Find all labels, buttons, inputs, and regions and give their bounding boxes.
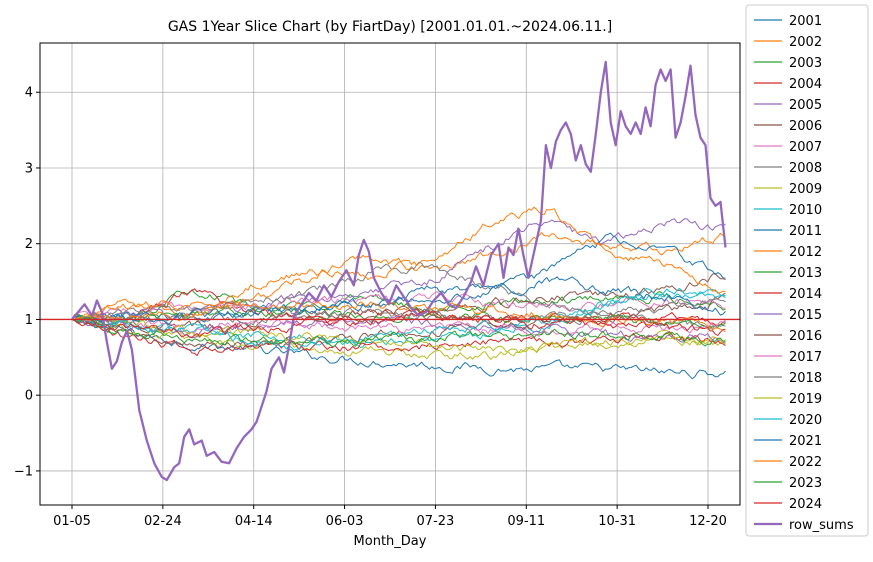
legend-label: 2013 [789,266,822,281]
legend-label: 2007 [789,140,822,155]
legend-label: 2023 [789,476,822,491]
series-line-2016 [71,293,726,348]
series-line-row-sums [71,60,727,482]
legend: 2001 2002 2003 2004 2005 2006 2007 2008 2009 2010… [745,4,869,537]
series-line-2005 [71,218,726,322]
legend-label: 2006 [789,119,822,134]
series-line-2013 [71,306,726,329]
series-line-2011 [71,232,726,325]
x-tick-label: 01-05 [53,514,91,529]
x-axis-ticks: 01-05 02-24 04-14 06-03 07-23 09-11 10-31 12-20 [53,505,727,529]
legend-label: 2004 [789,77,822,92]
legend-label: 2012 [789,245,822,260]
x-tick-label: 06-03 [326,514,364,529]
legend-label: 2002 [789,35,822,50]
y-tick-label: 2 [25,237,33,252]
y-tick-label: 0 [25,389,33,404]
series-line-2002 [71,232,726,320]
series-line-2019 [71,315,726,357]
chart-title: GAS 1Year Slice Chart (by FiartDay) [200… [168,19,612,35]
legend-label: 2008 [789,161,822,176]
legend-label: 2020 [789,413,822,428]
legend-label: 2024 [789,497,822,512]
legend-label: 2018 [789,371,822,386]
y-tick-label: 4 [25,86,33,101]
legend-label: 2005 [789,98,822,113]
x-tick-label: 10-31 [598,514,636,529]
legend-frame [745,4,869,537]
legend-label: 2017 [789,350,822,365]
x-tick-label: 04-14 [235,514,273,529]
y-tick-label: 3 [25,161,33,176]
series-line-2009 [71,315,726,360]
x-tick-label: 07-23 [417,514,455,529]
plot-frame [39,42,741,506]
series-line-2024 [71,308,726,338]
series-line-2012 [71,206,726,320]
y-tick-label: −1 [14,464,33,479]
legend-label: 2001 [789,14,822,29]
series-line-2003 [71,289,726,322]
series-line-2020 [71,287,726,351]
legend-label: 2003 [789,56,822,71]
series-line-2018 [71,296,726,327]
series-line-2023 [71,316,726,348]
legend-label: 2019 [789,392,822,407]
legend-label: 2011 [789,224,822,239]
x-tick-label: 02-24 [144,514,182,529]
legend-label: row_sums [789,518,854,533]
y-axis-ticks: −1 0 1 2 3 4 [14,86,40,479]
legend-label: 2016 [789,329,822,344]
series-line-2010 [71,288,726,348]
legend-label: 2010 [789,203,822,218]
legend-label: 2021 [789,434,822,449]
legend-label: 2015 [789,308,822,323]
legend-label: 2014 [789,287,822,302]
x-tick-label: 12-20 [689,514,727,529]
legend-label: 2009 [789,182,822,197]
series-line-2014 [71,316,726,356]
x-tick-label: 09-11 [507,514,545,529]
legend-label: 2022 [789,455,822,470]
y-tick-label: 1 [25,313,33,328]
series-line-2021 [71,276,726,325]
x-axis-label: Month_Day [354,534,427,549]
series-lines [71,60,727,482]
series-line-2015 [71,315,726,344]
